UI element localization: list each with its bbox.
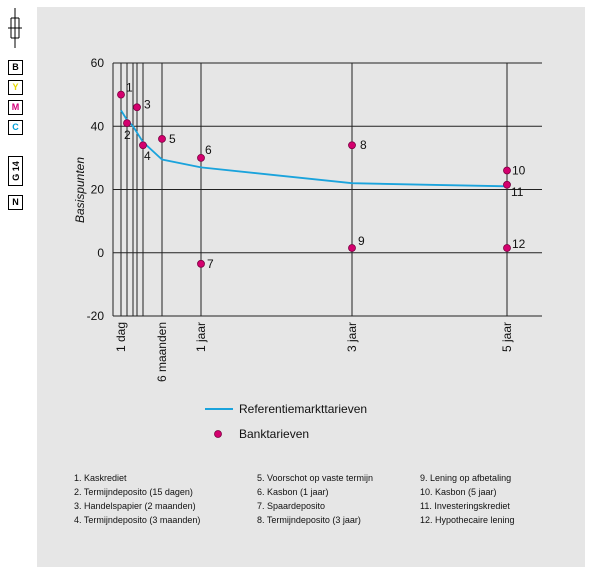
legend-label-bank: Banktarieven	[239, 427, 309, 441]
x-tick-label: 6 maanden	[155, 322, 169, 382]
footnotes-col-2: 5. Voorschot op vaste termijn 6. Kasbon …	[257, 471, 373, 527]
x-tick-label: 1 jaar	[194, 322, 208, 352]
bank-rate-label: 6	[205, 143, 212, 157]
footnote: 10. Kasbon (5 jaar)	[420, 487, 497, 497]
page-code: G 14	[8, 156, 23, 186]
bank-rate-label: 11	[511, 185, 524, 199]
y-tick-label: 20	[91, 183, 105, 197]
bank-rate-point	[123, 119, 131, 127]
bottom-patch: N	[8, 195, 23, 210]
footnote: 5. Voorschot op vaste termijn	[257, 473, 374, 483]
bank-rate-point	[503, 180, 511, 189]
figure-panel	[37, 7, 585, 567]
reference-rate-line	[120, 109, 508, 188]
bank-rate-point	[197, 259, 205, 268]
footnote: 8. Termijndeposito (3 jaar)	[257, 515, 361, 525]
registration-mark-icon	[8, 8, 22, 48]
bank-rate-label: 7	[207, 257, 214, 271]
x-tick-label: 1 dag	[114, 322, 128, 352]
y-tick-label: 0	[97, 246, 104, 260]
x-tick-label: 5 jaar	[500, 322, 514, 352]
bank-rate-point	[503, 244, 511, 252]
x-tick-label: 3 jaar	[345, 322, 359, 352]
legend-label-reference: Referentiemarkttarieven	[239, 402, 367, 416]
footnote: 12. Hypothecaire lening	[420, 515, 515, 525]
y-axis-label: Basispunten	[73, 157, 87, 223]
bank-rate-label: 2	[124, 128, 131, 142]
bank-rate-label: 3	[144, 97, 151, 111]
color-patch-cyan: C	[8, 120, 23, 135]
footnote: 2. Termijndeposito (15 dagen)	[74, 487, 193, 497]
bank-rate-point	[197, 153, 205, 162]
bank-rate-label: 8	[360, 138, 367, 152]
footnotes-col-1: 1. Kaskrediet 2. Termijndeposito (15 dag…	[74, 471, 200, 527]
y-tick-label: -20	[87, 309, 105, 323]
bank-rate-label: 9	[358, 234, 365, 248]
footnotes-col-3: 9. Lening op afbetaling 10. Kasbon (5 ja…	[420, 471, 515, 527]
bank-rate-label: 4	[144, 149, 151, 163]
bank-rate-point	[158, 134, 166, 143]
color-patch-black: B	[8, 60, 23, 75]
legend-dot-swatch	[214, 430, 222, 438]
footnote: 7. Spaardeposito	[257, 501, 326, 511]
bank-rate-point	[133, 103, 141, 112]
bank-rate-point	[117, 90, 125, 99]
footnote: 4. Termijndeposito (3 maanden)	[74, 515, 201, 525]
footnote: 6. Kasbon (1 jaar)	[257, 487, 329, 497]
footnote: 3. Handelspapier (2 maanden)	[74, 501, 196, 511]
bank-rate-point	[503, 166, 511, 175]
footnote: 1. Kaskrediet	[74, 473, 127, 483]
bank-rate-label: 12	[512, 237, 526, 251]
bank-rate-point	[139, 141, 147, 150]
bank-rate-point	[348, 244, 356, 252]
bank-rate-label: 10	[512, 164, 526, 178]
color-patch-magenta: M	[8, 100, 23, 115]
footnote: 11. Investeringskrediet	[420, 501, 510, 511]
bank-rate-label: 5	[169, 132, 176, 146]
bank-rate-label: 1	[126, 81, 133, 95]
y-tick-label: 40	[91, 119, 105, 133]
y-tick-label: 60	[91, 56, 105, 70]
color-patch-yellow: Y	[8, 80, 23, 95]
footnote: 9. Lening op afbetaling	[420, 473, 512, 483]
bank-rate-point	[348, 141, 356, 150]
